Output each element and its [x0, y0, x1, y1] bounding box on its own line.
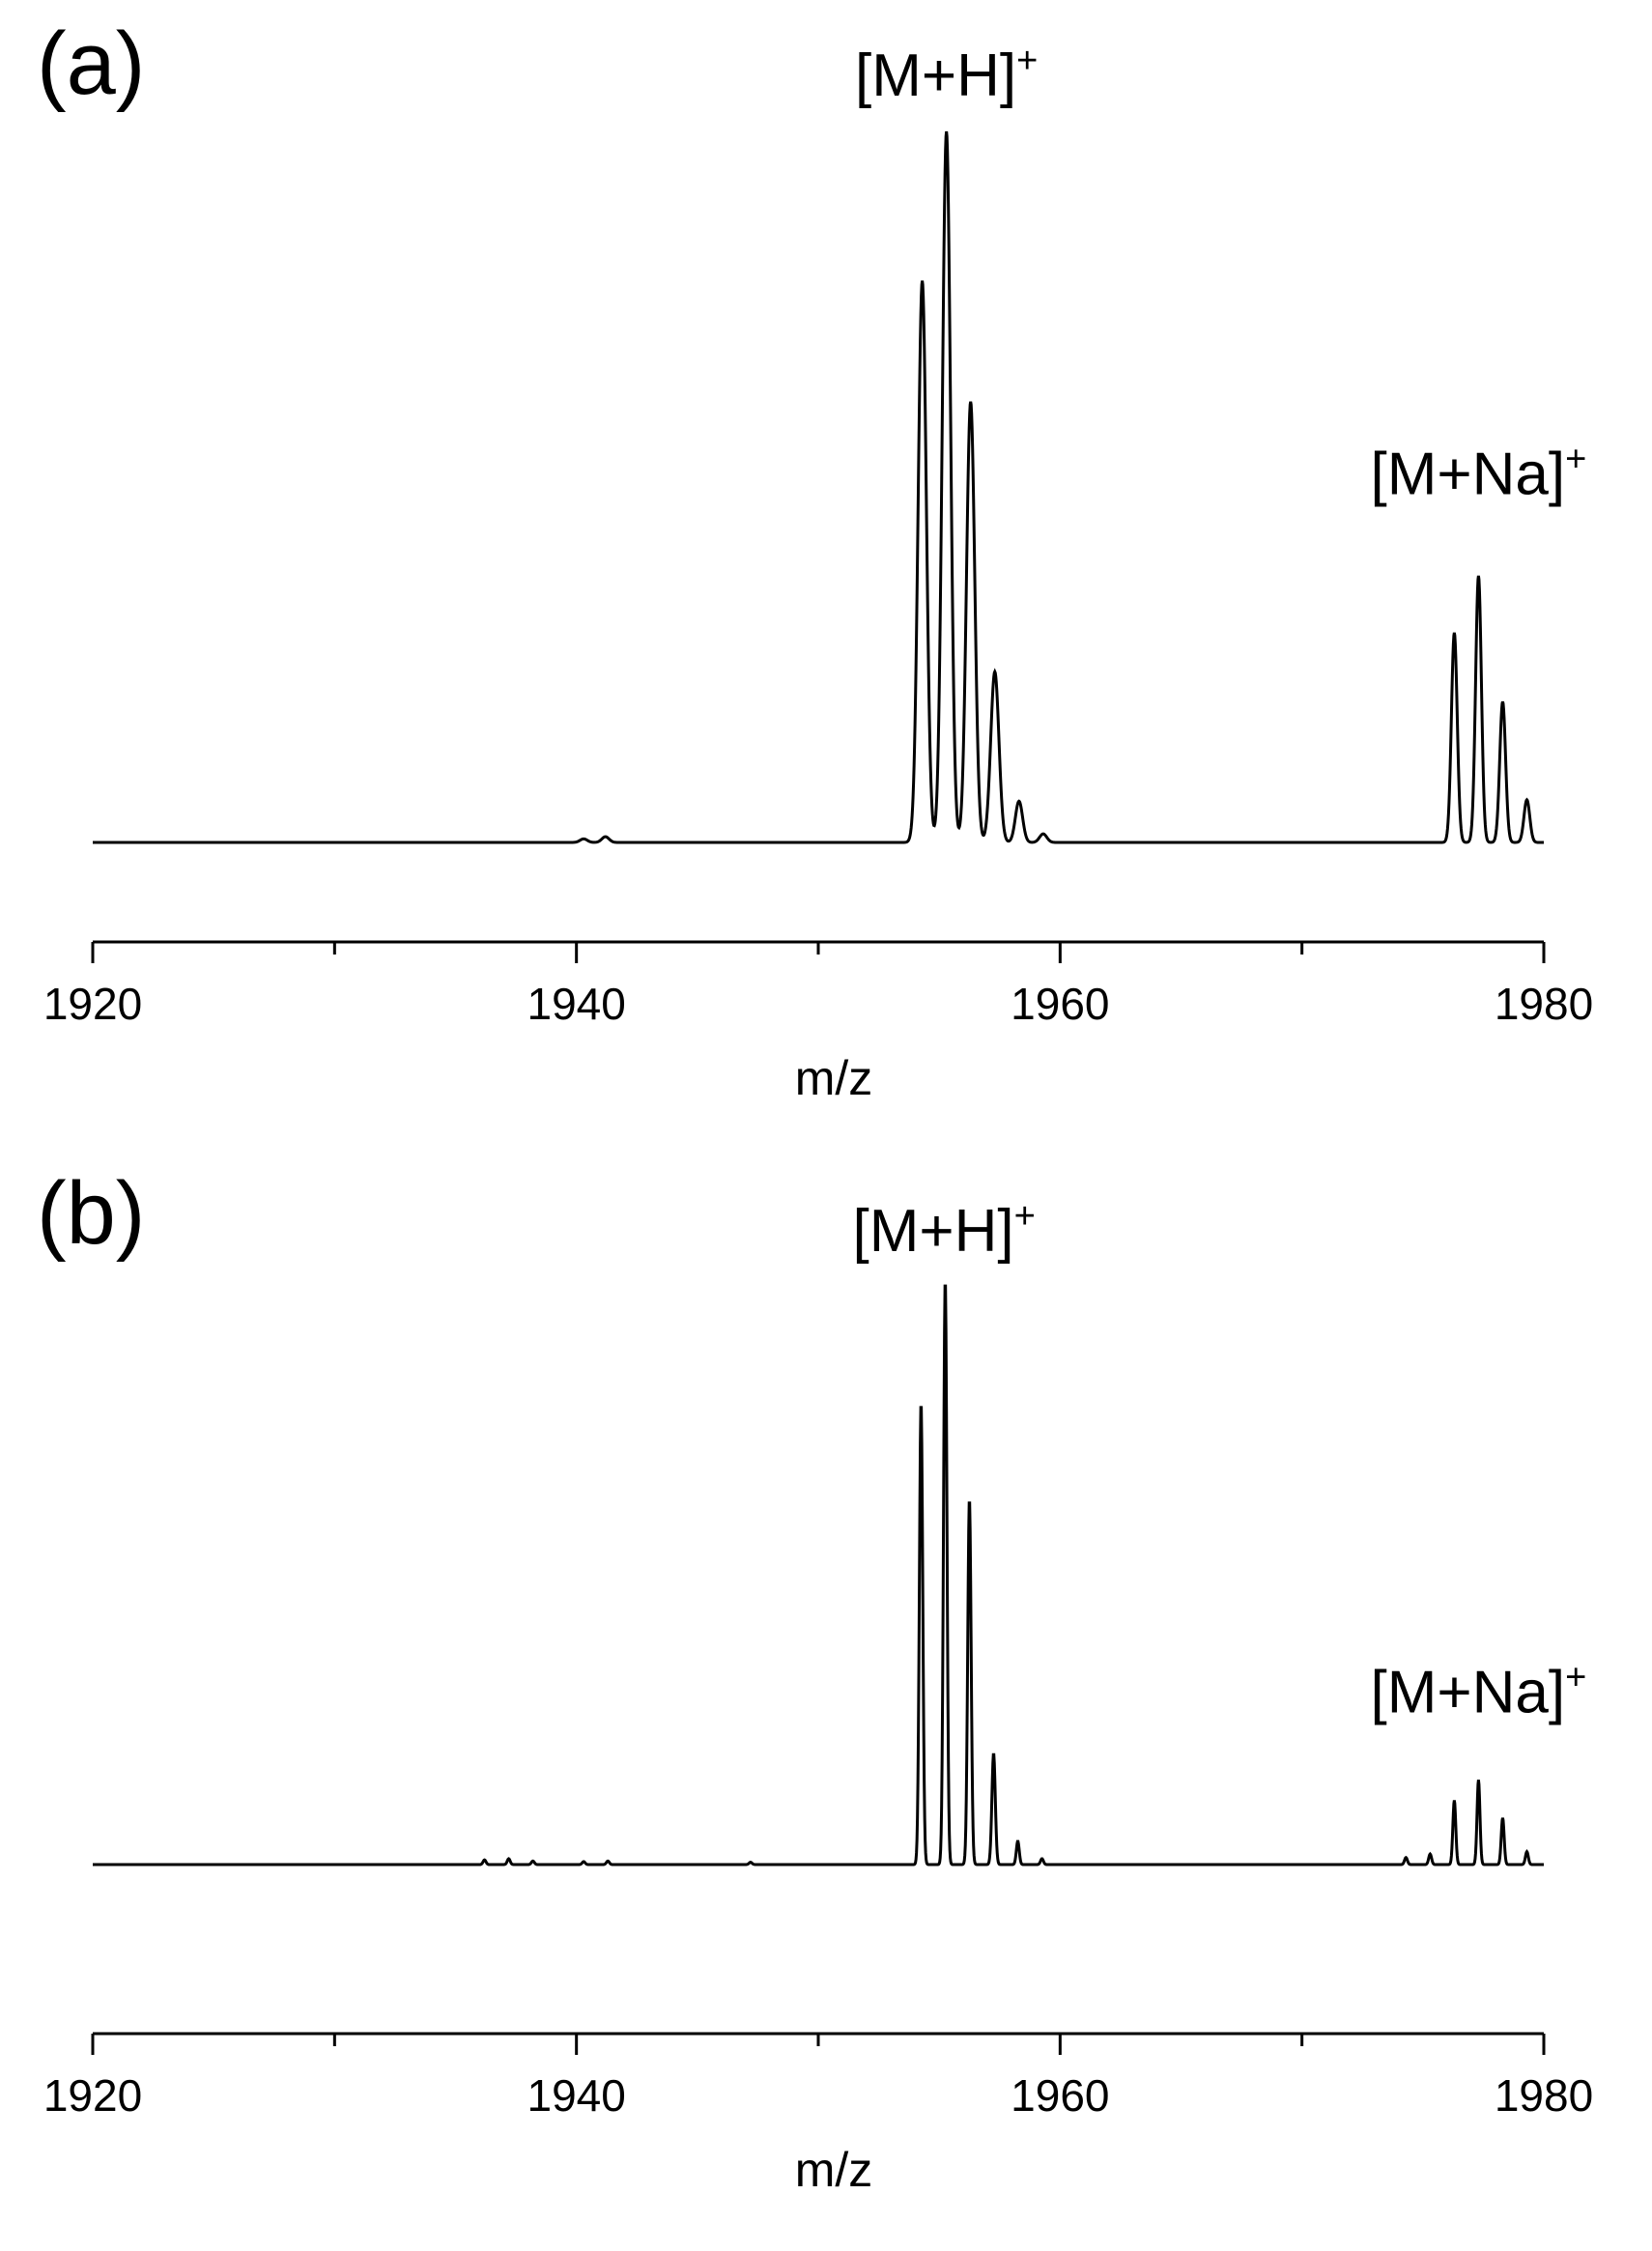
peak-annotation: [M+H]+ [853, 1196, 1036, 1265]
x-tick-label: 1920 [43, 979, 142, 1029]
spectrum-line [93, 1284, 1544, 1866]
annotation-text: [M+Na] [1371, 1660, 1566, 1726]
panel-label: (b) [37, 1164, 146, 1263]
annotation-superscript: + [1565, 439, 1586, 479]
annotation-superscript: + [1565, 1658, 1586, 1698]
peak-annotation: [M+Na]+ [1371, 1658, 1587, 1726]
spectrum-line [93, 130, 1544, 844]
peak-annotation: [M+Na]+ [1371, 439, 1587, 507]
x-tick-label: 1960 [1011, 2070, 1109, 2121]
x-tick-label: 1980 [1495, 2070, 1593, 2121]
panel-label: (a) [37, 14, 146, 113]
x-axis-title: m/z [795, 2143, 873, 2197]
x-tick-label: 1980 [1495, 979, 1593, 1029]
peak-annotation: [M+H]+ [855, 41, 1038, 109]
annotation-text: [M+H] [855, 43, 1016, 109]
x-tick-label: 1940 [527, 2070, 625, 2121]
annotation-superscript: + [1014, 1196, 1036, 1237]
x-axis-title: m/z [795, 1051, 873, 1101]
x-tick-label: 1960 [1011, 979, 1109, 1029]
x-tick-label: 1940 [527, 979, 625, 1029]
x-tick-label: 1920 [43, 2070, 142, 2121]
spectrum-panel-b: (b) 1920 1940 1960 1980 m/z [M+H]+ [M+Na]+ [0, 1150, 1652, 2251]
spectrum-panel-a: (a) 1920 1940 1960 1980 m/z [M+H]+ [M+Na]+ [0, 0, 1652, 1101]
annotation-superscript: + [1016, 41, 1038, 81]
annotation-text: [M+H] [853, 1198, 1014, 1265]
annotation-text: [M+Na] [1371, 441, 1566, 507]
